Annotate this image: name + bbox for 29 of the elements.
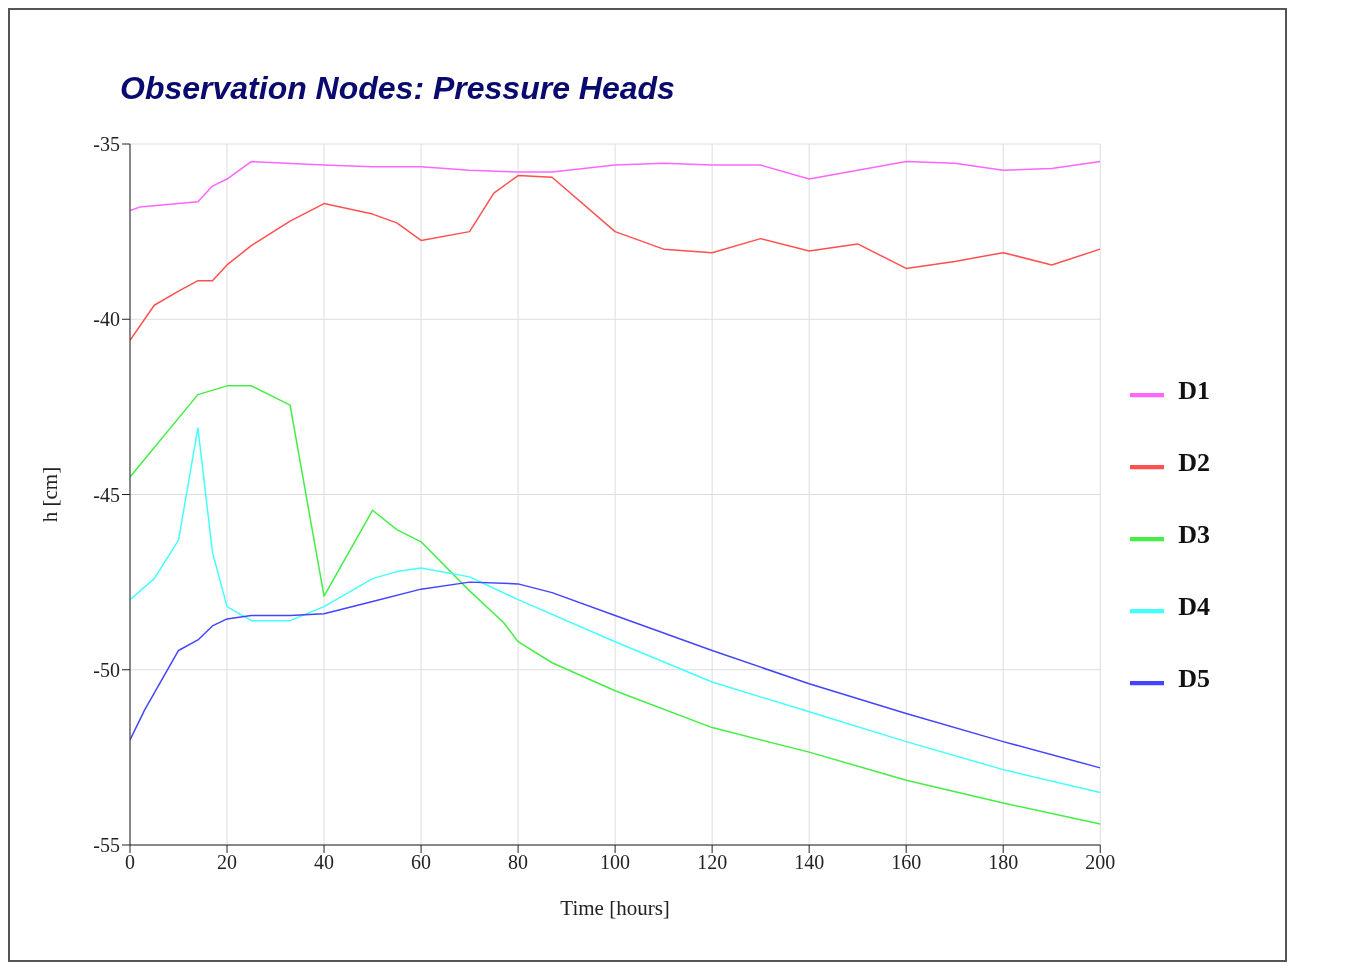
y-tick-label: -45 — [93, 483, 120, 506]
chart-title: Observation Nodes: Pressure Heads — [120, 70, 675, 107]
line-series — [130, 427, 1101, 794]
x-tick-label: 200 — [1085, 851, 1116, 874]
x-tick-label: 160 — [891, 851, 922, 874]
x-tick-label: 120 — [697, 851, 728, 874]
x-tick-label: 140 — [794, 851, 825, 874]
legend-label: D5 — [1178, 664, 1210, 693]
x-tick-label: 0 — [125, 851, 135, 874]
y-tick-label: -35 — [93, 133, 120, 156]
x-tick-label: 100 — [600, 851, 631, 874]
legend-label: D2 — [1178, 448, 1210, 477]
x-tick-label: 60 — [411, 851, 432, 874]
y-tick-label: -55 — [93, 834, 120, 857]
legend-label: D3 — [1178, 520, 1210, 549]
y-axis-title: h [cm] — [38, 466, 63, 523]
line-series — [130, 385, 1101, 825]
x-tick-label: 40 — [314, 851, 335, 874]
x-tick-label: 180 — [988, 851, 1019, 874]
line-series — [130, 581, 1101, 769]
line-series — [130, 160, 1101, 212]
line-series — [130, 174, 1101, 342]
y-tick-label: -40 — [93, 308, 120, 331]
legend-label: D1 — [1178, 376, 1210, 405]
x-tick-label: 20 — [217, 851, 238, 874]
x-tick-label: 80 — [508, 851, 529, 874]
x-axis-title: Time [hours] — [560, 896, 670, 920]
legend-label: D4 — [1178, 592, 1210, 621]
y-tick-label: -50 — [93, 658, 120, 681]
